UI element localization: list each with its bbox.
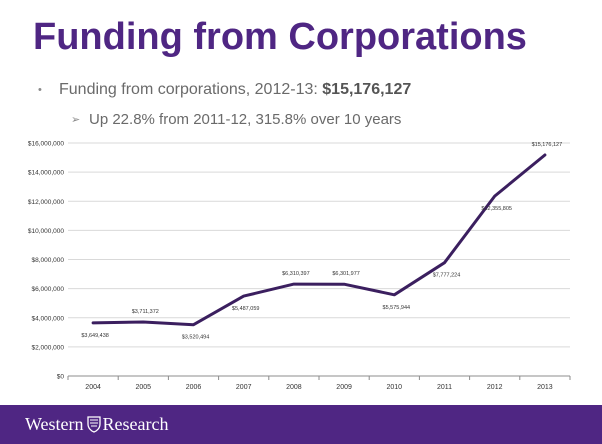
y-tick-label: $14,000,000 bbox=[28, 170, 65, 177]
x-tick-label: 2009 bbox=[336, 384, 352, 391]
x-tick-label: 2008 bbox=[286, 384, 302, 391]
data-label: $6,310,397 bbox=[282, 271, 310, 277]
footer-bar: Western Research bbox=[0, 405, 602, 444]
bullet-dot-icon: • bbox=[38, 84, 42, 96]
x-tick-label: 2005 bbox=[136, 384, 152, 391]
data-label: $5,575,944 bbox=[383, 305, 411, 311]
data-label: $3,711,372 bbox=[132, 309, 159, 315]
data-label: $3,520,494 bbox=[182, 335, 210, 341]
slide-title: Funding from Corporations bbox=[33, 16, 527, 58]
series-line bbox=[91, 153, 547, 327]
bullet-funding: • Funding from corporations, 2012-13: $1… bbox=[38, 81, 412, 99]
x-tick-label: 2006 bbox=[186, 384, 202, 391]
data-label: $5,487,059 bbox=[232, 306, 260, 312]
x-tick-label: 2013 bbox=[537, 384, 553, 391]
y-tick-label: $0 bbox=[57, 374, 65, 381]
data-label: $7,777,224 bbox=[433, 273, 461, 279]
y-tick-label: $6,000,000 bbox=[31, 286, 64, 293]
arrow-bullet-icon: ➢ bbox=[71, 114, 81, 126]
logo-text-research: Research bbox=[102, 414, 169, 434]
x-tick-label: 2011 bbox=[437, 384, 452, 391]
y-tick-label: $16,000,000 bbox=[28, 141, 65, 148]
y-tick-label: $4,000,000 bbox=[31, 315, 64, 322]
data-label: $3,649,438 bbox=[81, 333, 109, 339]
x-tick-label: 2012 bbox=[487, 384, 503, 391]
sub-bullet-growth: ➢ Up 22.8% from 2011-12, 315.8% over 10 … bbox=[71, 111, 402, 128]
bullet-amount: $15,176,127 bbox=[322, 81, 412, 98]
x-tick-label: 2004 bbox=[85, 384, 101, 391]
bullet-text: Funding from corporations, 2012-13: bbox=[59, 81, 323, 98]
y-tick-label: $8,000,000 bbox=[31, 257, 64, 264]
sub-bullet-text: Up 22.8% from 2011-12, 315.8% over 10 ye… bbox=[89, 111, 402, 128]
y-tick-label: $12,000,000 bbox=[28, 199, 65, 206]
western-research-logo: Western Research bbox=[25, 414, 169, 435]
x-tick-label: 2010 bbox=[387, 384, 403, 391]
data-label: $6,301,977 bbox=[332, 271, 360, 277]
y-tick-label: $10,000,000 bbox=[28, 228, 65, 235]
data-label: $15,176,127 bbox=[532, 142, 563, 148]
crest-icon bbox=[86, 416, 101, 433]
x-tick-label: 2007 bbox=[236, 384, 252, 391]
data-label: $12,355,805 bbox=[481, 206, 512, 212]
line-chart: $0 $2,000,000 $4,000,000 $6,000,000 $8,000,0… bbox=[28, 141, 571, 391]
logo-text-western: Western bbox=[25, 414, 84, 434]
y-tick-label: $2,000,000 bbox=[31, 344, 64, 351]
